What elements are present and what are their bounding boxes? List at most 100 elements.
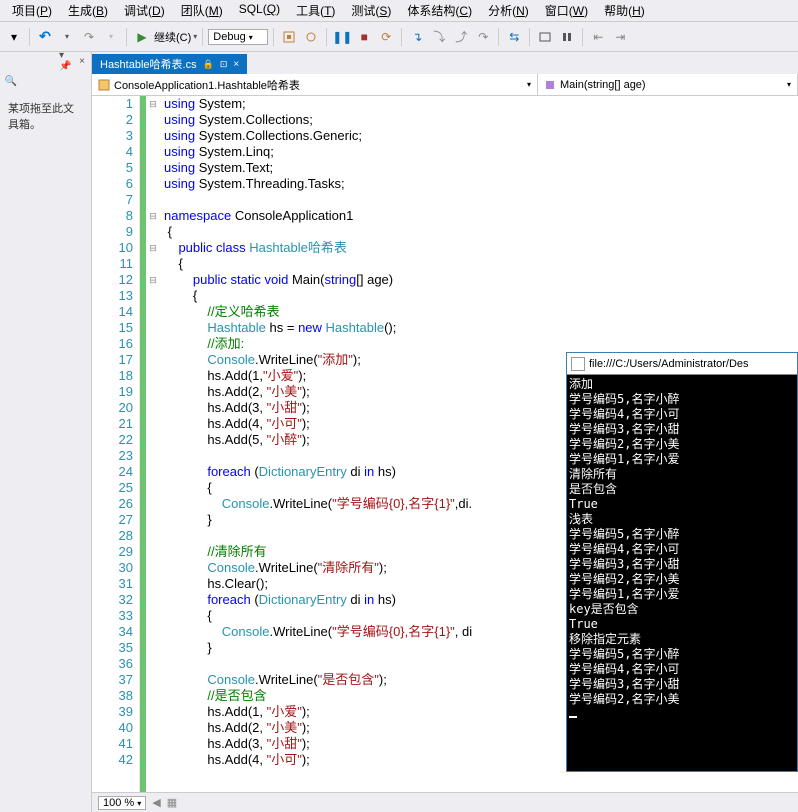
class-navigator[interactable]: ConsoleApplication1.Hashtable哈希表 ▾ [92,74,538,95]
split-icon[interactable]: ▦ [167,796,177,809]
method-icon [544,79,556,91]
code-line[interactable]: { [164,288,798,304]
file-tab[interactable]: Hashtable哈希表.cs 🔒 ⊡ × [92,54,247,74]
config-dropdown[interactable]: Debug ▾ [208,29,268,45]
zoom-selector[interactable]: 100 % ▾ [98,796,146,810]
code-line[interactable]: //添加: [164,336,798,352]
menu-生成[interactable]: 生成(B) [60,0,116,21]
code-line[interactable]: using System.Threading.Tasks; [164,176,798,192]
fold-toggle[interactable]: ⊟ [146,208,160,224]
step-into-icon[interactable]: ↴ [407,27,427,47]
console-titlebar[interactable]: file:///C:/Users/Administrator/Des [567,353,797,375]
step-over-icon[interactable]: ⤵ [429,27,449,47]
tb-icon-6[interactable]: ⇤ [588,27,608,47]
fold-toggle [146,288,160,304]
tab-strip: Hashtable哈希表.cs 🔒 ⊡ × [92,52,798,74]
menu-分析[interactable]: 分析(N) [480,0,537,21]
fold-toggle[interactable]: ⊟ [146,96,160,112]
close-panel-icon[interactable]: × [75,54,89,68]
toolbar: ▾ ↶ ▾ ↷ ▾ ▶ 继续(C) ▾ Debug ▾ ❚❚ ■ ⟳ ↴ ⤵ ⤴… [0,22,798,52]
fold-toggle [146,384,160,400]
fold-toggle [146,224,160,240]
code-line[interactable]: public class Hashtable哈希表 [164,240,798,256]
fold-toggle [146,432,160,448]
menu-体系结构[interactable]: 体系结构(C) [399,0,480,21]
fold-toggle [146,544,160,560]
tb-icon-3[interactable]: ⇆ [504,27,524,47]
code-line[interactable]: using System.Text; [164,160,798,176]
restart-button[interactable]: ⟳ [376,27,396,47]
fold-toggle [146,496,160,512]
member-navigator[interactable]: Main(string[] age) ▾ [538,74,798,95]
fold-toggle [146,528,160,544]
code-line[interactable]: using System.Collections.Generic; [164,128,798,144]
fold-toggle [146,512,160,528]
menu-窗口[interactable]: 窗口(W) [537,0,596,21]
tb-icon-5[interactable] [557,27,577,47]
fold-toggle [146,704,160,720]
toolbox-placeholder: 某项拖至此文 具箱。 [0,92,91,140]
tab-filename: Hashtable哈希表.cs [100,56,197,72]
fold-toggle [146,176,160,192]
line-number-gutter: 1234567891011121314151617181920212223242… [92,96,140,792]
undo-button[interactable]: ↶ [35,27,55,47]
menu-帮助[interactable]: 帮助(H) [596,0,653,21]
fold-toggle [146,144,160,160]
code-line[interactable]: namespace ConsoleApplication1 [164,208,798,224]
pause-button[interactable]: ❚❚ [332,27,352,47]
step-out-icon[interactable]: ⤴ [451,27,471,47]
menu-团队[interactable]: 团队(M) [173,0,231,21]
console-app-icon [571,357,585,371]
tb-icon-2[interactable] [301,27,321,47]
console-window[interactable]: file:///C:/Users/Administrator/Des 添加 学号… [566,352,798,772]
menu-SQL[interactable]: SQL(Q) [231,0,288,21]
fold-toggle [146,256,160,272]
code-line[interactable]: public static void Main(string[] age) [164,272,798,288]
code-line[interactable] [164,192,798,208]
code-line[interactable]: using System; [164,96,798,112]
code-line[interactable]: Hashtable hs = new Hashtable(); [164,320,798,336]
fold-toggle [146,320,160,336]
redo-button[interactable]: ↷ [79,27,99,47]
undo-dropdown[interactable]: ▾ [57,27,77,47]
continue-button[interactable]: ▶ [132,27,152,47]
console-output: 添加 学号编码5,名字小醉 学号编码4,名字小可 学号编码3,名字小甜 学号编码… [567,375,797,724]
fold-toggle[interactable]: ⊟ [146,272,160,288]
tb-icon-4[interactable] [535,27,555,47]
tb-icon-7[interactable]: ⇥ [610,27,630,47]
menu-项目[interactable]: 项目(P) [4,0,60,21]
tab-close-icon[interactable]: × [233,59,239,70]
menu-调试[interactable]: 调试(D) [116,0,173,21]
tab-lock-icon: 🔒 [203,59,214,70]
redo-dropdown[interactable]: ▾ [101,27,121,47]
code-line[interactable]: { [164,224,798,240]
fold-toggle [146,736,160,752]
editor-footer: 100 % ▾ ◀ ▦ [92,792,798,812]
class-icon [98,79,110,91]
menu-测试[interactable]: 测试(S) [343,0,399,21]
fold-toggle [146,192,160,208]
search-icon[interactable]: 🔍 [4,74,18,88]
fold-toggle [146,592,160,608]
fold-toggle [146,160,160,176]
continue-label[interactable]: 继续(C) [154,29,191,45]
code-line[interactable]: using System.Linq; [164,144,798,160]
fold-toggle[interactable]: ⊟ [146,240,160,256]
tb-icon-1[interactable] [279,27,299,47]
step-icon[interactable]: ↷ [473,27,493,47]
fold-toggle [146,368,160,384]
pin-icon[interactable]: ▾ 📌 [59,54,73,68]
toolbar-btn[interactable]: ▾ [4,27,24,47]
fold-column: ⊟ ⊟ ⊟ ⊟ [146,96,160,792]
tab-pin-icon[interactable]: ⊡ [220,59,228,70]
fold-toggle [146,608,160,624]
fold-toggle [146,128,160,144]
code-line[interactable]: //定义哈希表 [164,304,798,320]
menu-工具[interactable]: 工具(T) [288,0,343,21]
nav-back-icon[interactable]: ◀ [152,796,160,809]
code-line[interactable]: using System.Collections; [164,112,798,128]
stop-button[interactable]: ■ [354,27,374,47]
fold-toggle [146,336,160,352]
code-line[interactable]: { [164,256,798,272]
fold-toggle [146,560,160,576]
